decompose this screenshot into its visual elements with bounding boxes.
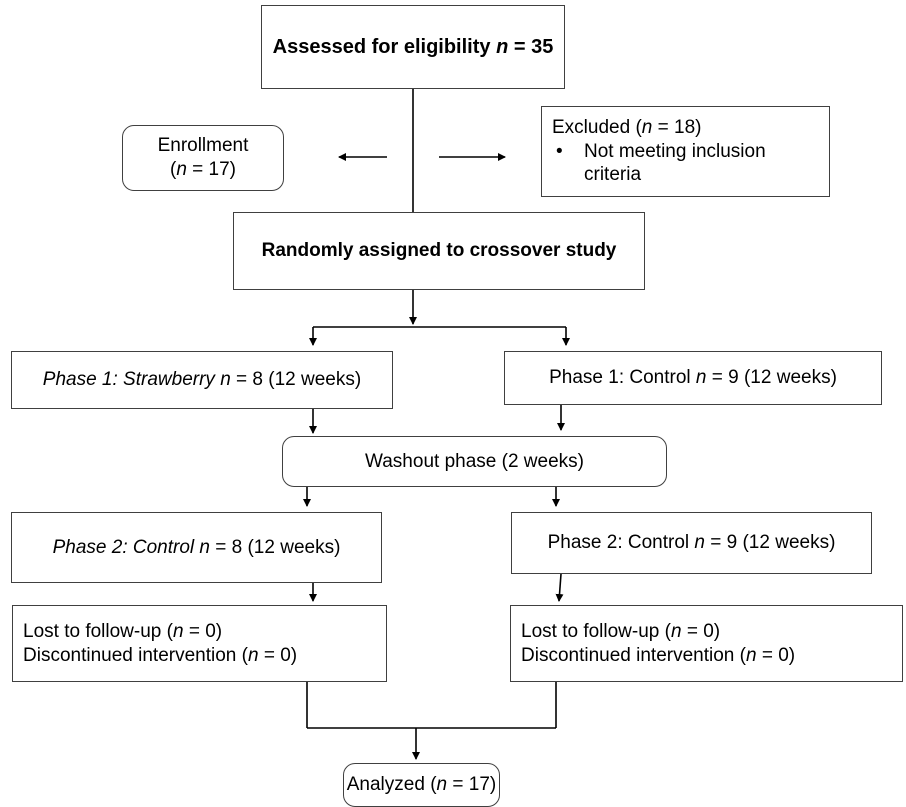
phase1-strawberry-box: Phase 1: Strawberry n = 8 (12 weeks) xyxy=(11,351,393,409)
analyzed-box: Analyzed (n = 17) xyxy=(343,763,500,807)
phase1-control-box: Phase 1: Control n = 9 (12 weeks) xyxy=(504,351,882,405)
lost-right-box: Lost to follow-up (n = 0) Discontinued i… xyxy=(510,605,903,682)
phase2-left-box: Phase 2: Control n = 8 (12 weeks) xyxy=(11,512,382,583)
washout-box: Washout phase (2 weeks) xyxy=(282,436,667,487)
phase2-right-box: Phase 2: Control n = 9 (12 weeks) xyxy=(511,512,872,574)
excluded-box: Excluded (n = 18) • Not meeting inclusio… xyxy=(541,106,830,197)
arrow-phase2-right-to-lost xyxy=(555,573,564,602)
lost-left-box: Lost to follow-up (n = 0) Discontinued i… xyxy=(12,605,387,682)
assessed-box: Assessed for eligibility n = 35 xyxy=(261,5,565,89)
enrollment-box: Enrollment (n = 17) xyxy=(122,125,284,191)
randomized-box: Randomly assigned to crossover study xyxy=(233,212,645,290)
